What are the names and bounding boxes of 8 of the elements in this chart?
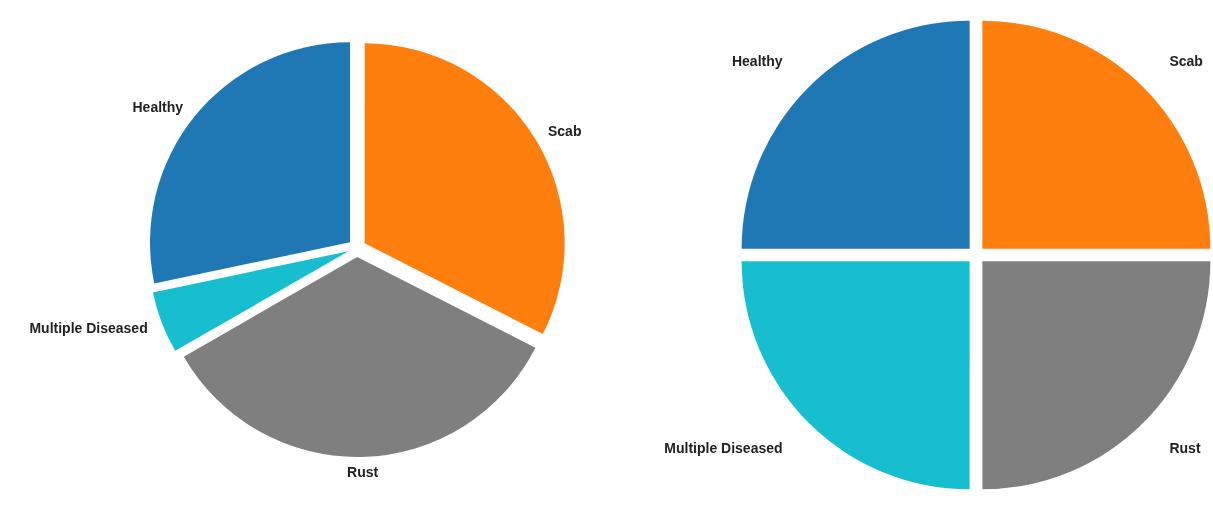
slice-label: Multiple Diseased [29, 319, 148, 336]
slice-label: Rust [347, 463, 379, 480]
slice-label: Healthy [132, 98, 184, 115]
slice-label: Scab [1169, 53, 1203, 70]
slice-label: Multiple Diseased [664, 440, 783, 457]
slice-label: Healthy [731, 53, 783, 70]
slice-label: Rust [1169, 440, 1201, 457]
slice-label: Scab [547, 122, 582, 139]
